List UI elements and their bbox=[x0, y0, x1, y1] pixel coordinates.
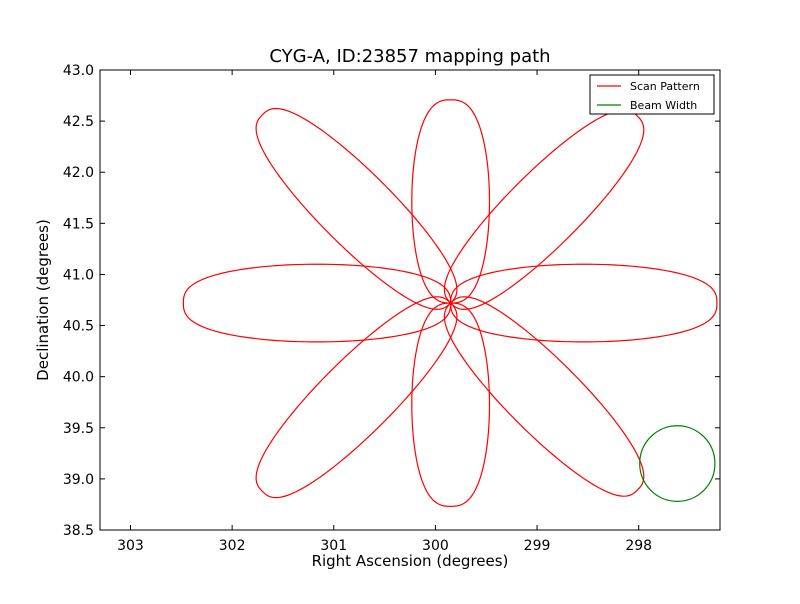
scan-pattern-petal bbox=[182, 263, 452, 343]
scan-pattern-petal bbox=[411, 99, 491, 304]
legend-label-beam-width: Beam Width bbox=[630, 99, 697, 112]
scan-pattern-petal bbox=[443, 296, 645, 497]
y-tick-label: 42.0 bbox=[63, 165, 94, 181]
scan-pattern-petal bbox=[450, 263, 718, 343]
legend-label-scan-pattern: Scan Pattern bbox=[630, 80, 700, 93]
scan-pattern-petal bbox=[255, 107, 458, 310]
y-tick-label: 38.5 bbox=[63, 523, 94, 539]
scan-pattern-petal bbox=[443, 109, 645, 310]
x-tick-label: 301 bbox=[320, 538, 347, 554]
x-axis-label: Right Ascension (degrees) bbox=[312, 552, 509, 570]
y-tick-label: 39.5 bbox=[63, 421, 94, 437]
y-tick-label: 43.0 bbox=[63, 63, 94, 79]
y-axis-label: Declination (degrees) bbox=[34, 219, 52, 381]
plot-frame bbox=[99, 69, 721, 531]
scan-pattern-petal bbox=[411, 302, 491, 507]
y-tick-label: 40.0 bbox=[63, 370, 94, 386]
y-tick-label: 41.5 bbox=[63, 216, 94, 232]
chart-title: CYG-A, ID:23857 mapping path bbox=[269, 46, 550, 67]
y-axis-ticks: 38.5 39.0 39.5 40.0 40.5 41.0 41.5 42.0 42.5 43.0 bbox=[63, 63, 720, 539]
x-tick-label: 300 bbox=[422, 538, 449, 554]
x-tick-label: 302 bbox=[219, 538, 246, 554]
y-tick-label: 41.0 bbox=[63, 267, 94, 283]
x-tick-label: 298 bbox=[625, 538, 652, 554]
y-tick-label: 39.0 bbox=[63, 472, 94, 488]
x-axis-ticks: 303 302 301 300 299 298 bbox=[117, 70, 652, 554]
y-tick-label: 40.5 bbox=[63, 319, 94, 335]
y-tick-label: 42.5 bbox=[63, 114, 94, 130]
plot-content bbox=[182, 99, 718, 507]
scan-pattern-petal bbox=[255, 296, 458, 499]
legend-box bbox=[589, 74, 715, 115]
x-tick-label: 303 bbox=[117, 538, 144, 554]
x-tick-label: 299 bbox=[524, 538, 551, 554]
legend: Scan Pattern Beam Width bbox=[589, 74, 715, 115]
beam-width-circle bbox=[639, 425, 716, 502]
